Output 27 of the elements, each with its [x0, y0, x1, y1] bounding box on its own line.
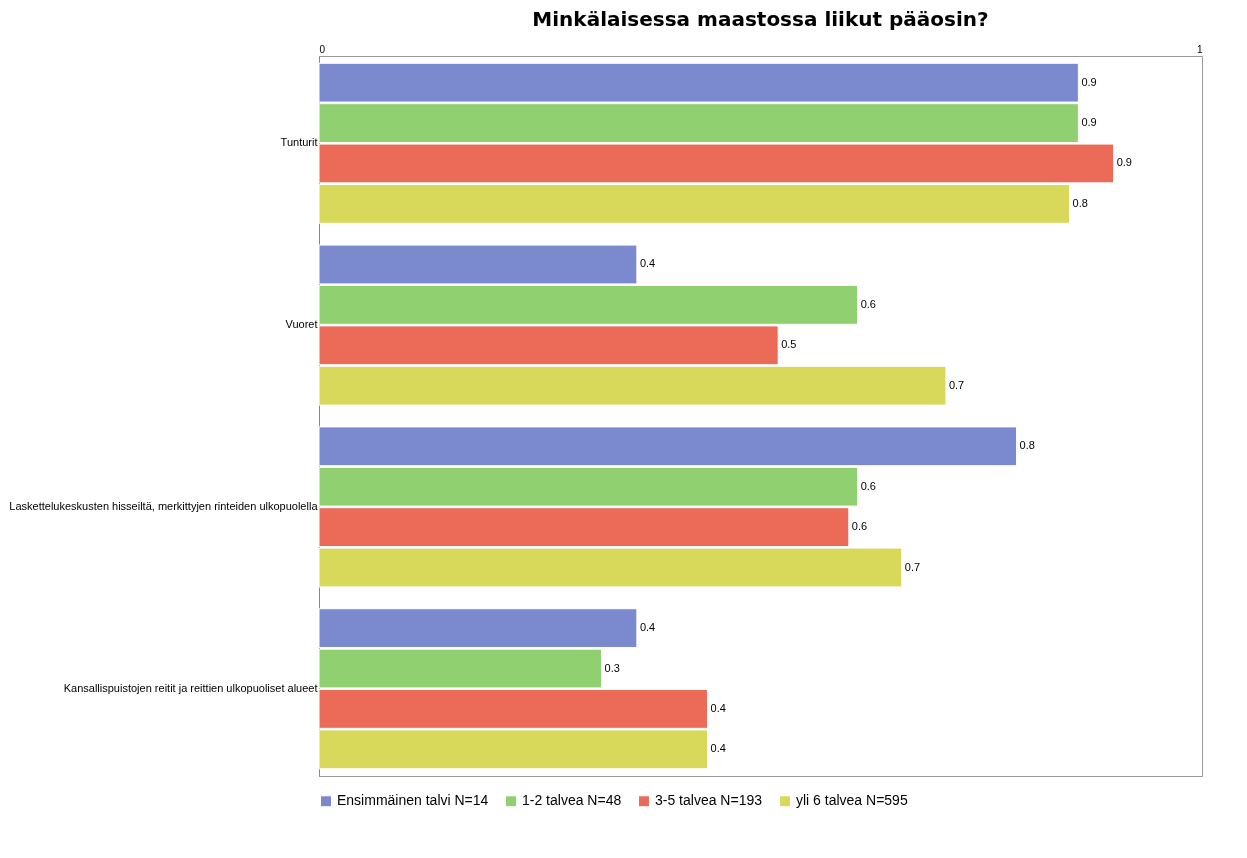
data-label: 0.8 — [1072, 196, 1088, 209]
data-label: 0.6 — [860, 479, 876, 492]
data-label: 0.4 — [710, 701, 726, 714]
data-label: 0.9 — [1116, 156, 1132, 169]
data-label: 0.4 — [710, 742, 726, 755]
data-label: 0.4 — [639, 621, 656, 634]
legend-label: 1-2 talvea N=48 — [522, 792, 622, 809]
legend-label: Ensimmäinen talvi N=14 — [337, 792, 489, 809]
x-tick-label: 1 — [1196, 43, 1203, 55]
data-label: 0.8 — [1019, 439, 1035, 452]
legend-label: yli 6 talvea N=595 — [796, 792, 908, 809]
y-tick-label: Kansallispuistojen reitit ja reittien ulkopuoliset alueet — [63, 681, 318, 694]
x-tick-label: 0 — [319, 43, 326, 55]
data-label: 0.5 — [781, 338, 797, 351]
chart-title: Minkälaisessa maastossa liikut pääosin? — [532, 7, 989, 31]
data-label: 0.3 — [604, 661, 620, 674]
data-label: 0.4 — [639, 257, 656, 270]
data-label: 0.9 — [1081, 116, 1097, 129]
y-tick-label: Laskettelukeskusten hisseiltä, merkittyjen rinteiden ulkopuolella — [9, 499, 319, 512]
data-label: 0.7 — [904, 560, 921, 573]
data-label: 0.9 — [1081, 75, 1097, 88]
legend-label: 3-5 talvea N=193 — [655, 792, 763, 809]
y-tick-label: Tunturit — [280, 136, 318, 149]
data-label: 0.7 — [948, 378, 965, 391]
data-label: 0.6 — [860, 297, 876, 310]
data-label: 0.6 — [851, 520, 868, 533]
y-tick-label: Vuoret — [285, 318, 318, 331]
